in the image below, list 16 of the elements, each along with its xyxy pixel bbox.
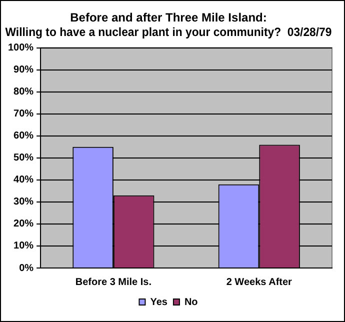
y-tick-label: 90% bbox=[14, 64, 34, 76]
y-tick-label: 30% bbox=[14, 196, 34, 208]
y-tick-label: 50% bbox=[14, 152, 34, 164]
y-tick-label: 40% bbox=[14, 174, 34, 186]
y-tick-label: 0% bbox=[19, 262, 34, 274]
y-tick-label: 60% bbox=[14, 130, 34, 142]
y-tick-label: 20% bbox=[14, 218, 34, 230]
y-tick-label: 10% bbox=[14, 240, 34, 252]
x-tick-label: 2 Weeks After bbox=[226, 276, 292, 288]
y-tick-label: 70% bbox=[14, 108, 34, 120]
y-tick-label: 80% bbox=[14, 86, 34, 98]
legend-label: Yes bbox=[150, 296, 168, 308]
legend-label: No bbox=[184, 296, 198, 308]
y-tick-label: 100% bbox=[8, 42, 34, 54]
chart-title: Before and after Three Mile Island: Willing to have a nuclear plant in your community? 03/28/79 bbox=[5, 10, 332, 39]
x-tick-label: Before 3 Mile Is. bbox=[75, 276, 152, 288]
